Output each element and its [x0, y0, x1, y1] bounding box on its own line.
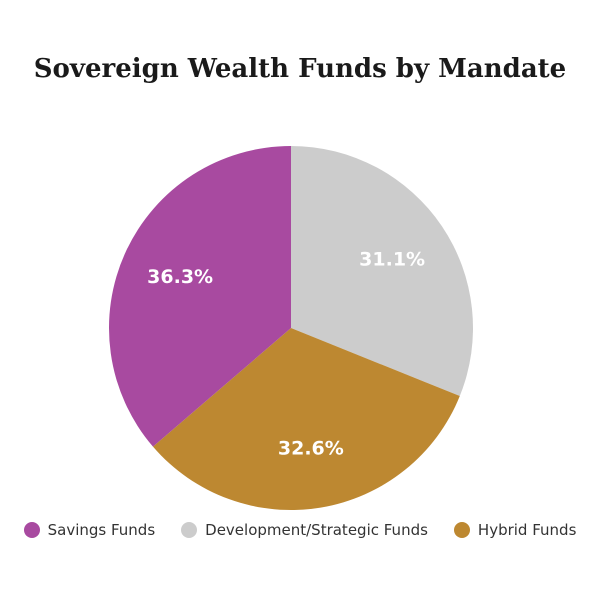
data-label: 36.3% — [147, 266, 213, 288]
legend-swatch — [23, 522, 40, 538]
legend-label: Savings Funds — [47, 521, 156, 539]
legend-item: Savings Funds — [23, 521, 156, 539]
legend-swatch — [453, 522, 470, 538]
pie-labels: 31.1% 32.6% 36.3% — [147, 249, 425, 460]
legend-swatch — [181, 522, 198, 538]
chart-title: Sovereign Wealth Funds by Mandate — [33, 54, 567, 84]
legend-label: Hybrid Funds — [477, 521, 577, 539]
pie-slice-hybrid-funds — [152, 328, 460, 510]
pie-slices — [108, 146, 473, 510]
data-label: 32.6% — [278, 437, 344, 459]
pie-slice-development-strategic-funds — [291, 146, 473, 397]
data-label: 31.1% — [359, 249, 425, 271]
legend: Savings Funds Development/Strategic Funds… — [0, 521, 600, 539]
legend-item: Development/Strategic Funds — [181, 521, 428, 539]
pie-slice-savings-funds — [108, 146, 291, 447]
legend-label: Development/Strategic Funds — [205, 521, 428, 539]
legend-item: Hybrid Funds — [453, 521, 577, 539]
